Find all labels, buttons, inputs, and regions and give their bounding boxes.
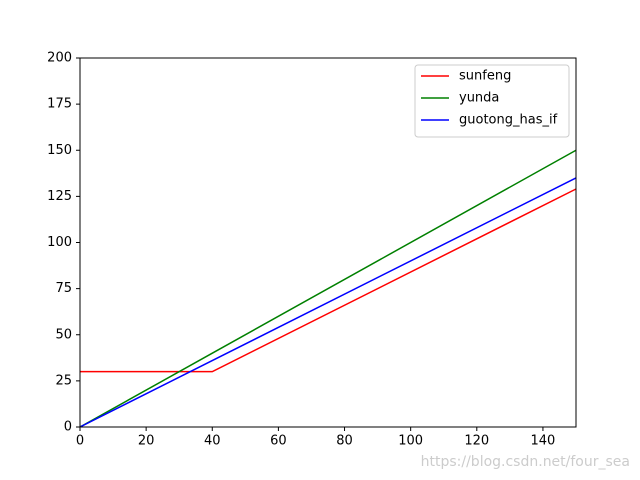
y-tick-label: 150 [47, 143, 72, 158]
x-tick-label: 140 [531, 434, 556, 449]
watermark: https://blog.csdn.net/four_sea [421, 454, 630, 470]
y-tick-label: 25 [55, 373, 72, 388]
y-tick-label: 50 [55, 327, 72, 342]
x-tick-label: 100 [398, 434, 423, 449]
x-tick-label: 120 [464, 434, 489, 449]
legend-label: yunda [459, 91, 499, 106]
y-tick-label: 125 [47, 189, 72, 204]
axes-frame [79, 57, 577, 428]
y-tick-label: 200 [47, 51, 72, 66]
legend-label: sunfeng [459, 69, 511, 84]
y-tick-label: 175 [47, 97, 72, 112]
x-tick-label: 80 [336, 434, 353, 449]
y-tick-label: 75 [55, 281, 72, 296]
y-tick-label: 100 [47, 235, 72, 250]
series-line [79, 149, 577, 428]
series-line [80, 188, 577, 373]
x-tick-label: 0 [76, 434, 84, 449]
series-line [79, 177, 577, 428]
x-tick-label: 40 [204, 434, 221, 449]
x-tick-label: 20 [138, 434, 155, 449]
legend-box [414, 64, 570, 138]
x-tick-label: 60 [270, 434, 287, 449]
legend-label: guotong_has_if [459, 113, 558, 128]
y-tick-label: 0 [64, 420, 72, 435]
